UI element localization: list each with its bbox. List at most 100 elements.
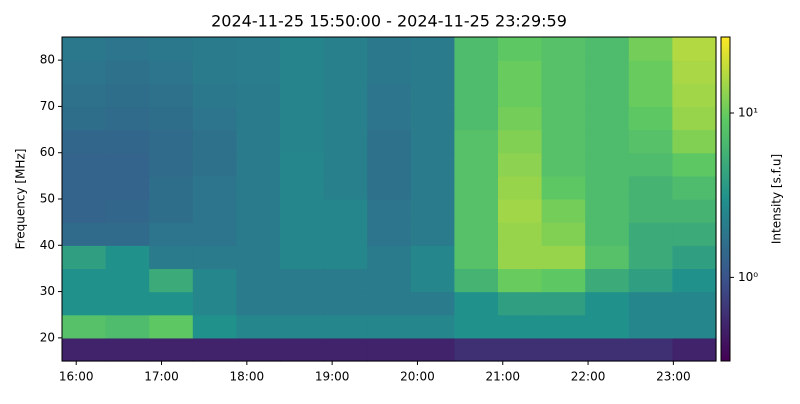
cell [367,60,412,84]
cell [672,222,717,246]
cell [585,83,630,108]
cell [628,268,673,293]
cell [192,60,237,84]
cell [236,268,281,293]
cell [672,268,717,293]
cell [105,37,150,61]
x-tick-label: 20:00 [400,370,435,384]
cell [149,106,194,131]
cell [628,83,673,108]
cell [367,291,412,316]
cell [410,37,455,61]
cell [410,106,455,131]
cell [192,129,237,154]
cell [672,152,717,177]
cell [62,245,107,270]
cell [454,268,499,293]
cell [236,291,281,316]
cell [367,83,412,108]
cell [149,60,194,84]
cell [454,175,499,200]
cell [236,314,281,339]
cell [585,175,630,200]
colorbar-label: Intensity [s.f.u] [770,154,784,244]
cell [367,106,412,131]
cell [236,222,281,246]
cell [192,314,237,339]
cell [367,268,412,293]
cell [454,106,499,131]
cell [62,83,107,108]
cell [541,60,586,84]
cell [410,129,455,154]
cell [192,337,237,362]
x-tick-label: 21:00 [485,370,520,384]
cell [454,129,499,154]
cell [192,268,237,293]
cell [672,37,717,61]
cell [323,152,368,177]
x-tick-label: 23:00 [656,370,691,384]
cell [410,291,455,316]
cell [672,291,717,316]
cell [323,60,368,84]
cell [149,337,194,362]
cell [236,337,281,362]
cell [105,268,150,293]
cell [498,337,543,362]
cell [280,106,325,131]
cell [454,199,499,223]
cell [236,37,281,61]
cell [585,222,630,246]
cell [192,175,237,200]
x-tick-label: 18:00 [230,370,265,384]
x-tick-label: 22:00 [571,370,606,384]
cell [236,152,281,177]
cell [454,245,499,270]
cell [323,175,368,200]
cell [585,268,630,293]
cell [323,37,368,61]
cell [672,337,717,362]
cell [323,83,368,108]
cell [105,106,150,131]
cell [62,175,107,200]
cell [498,268,543,293]
cell [585,314,630,339]
cell [454,37,499,61]
cell [280,314,325,339]
cell [149,152,194,177]
colorbar-tick-label: 10¹ [738,106,758,120]
cell [105,199,150,223]
cell [323,129,368,154]
cell [410,245,455,270]
cell [323,199,368,223]
cell [280,83,325,108]
cell [498,245,543,270]
cell [454,222,499,246]
cell [541,83,586,108]
cell [628,129,673,154]
cell [628,245,673,270]
cell [280,60,325,84]
cell [672,245,717,270]
cell [192,199,237,223]
cell [498,129,543,154]
x-tick-label: 17:00 [144,370,179,384]
cell [498,106,543,131]
cell [498,175,543,200]
x-tick-label: 16:00 [59,370,94,384]
cell [454,60,499,84]
cell [323,268,368,293]
cell [323,337,368,362]
y-axis-label: Frequency [MHz] [14,149,28,250]
cell [585,245,630,270]
cell [628,106,673,131]
colorbar [720,36,731,362]
cell [323,106,368,131]
cell [454,83,499,108]
cell [367,129,412,154]
cell [149,245,194,270]
cell [585,337,630,362]
cell [541,268,586,293]
